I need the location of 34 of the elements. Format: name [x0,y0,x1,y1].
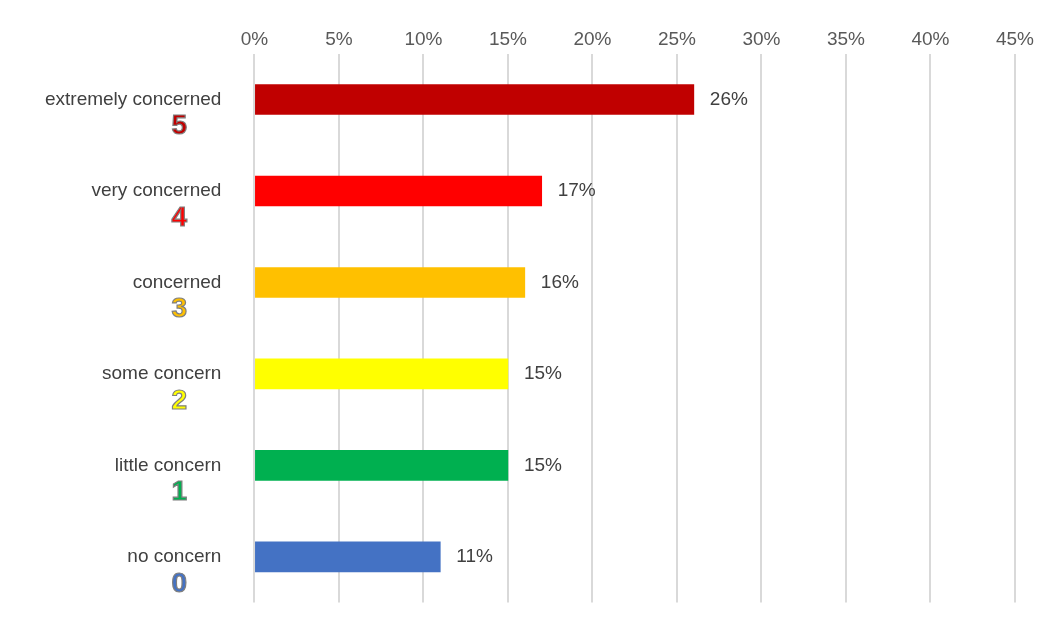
x-tick-label: 40% [911,27,950,49]
y-tick-label: some concern [102,362,222,384]
bar [255,358,509,390]
data-label: 11% [456,545,494,567]
y-tick-label: no concern [127,545,222,567]
x-tick-label: 45% [995,27,1035,49]
data-label: 26% [709,87,748,109]
x-tick-label: 25% [657,27,697,49]
text: 5 [171,109,188,141]
bar [255,541,441,573]
bar [255,450,509,481]
text: 3 [171,292,188,324]
x-tick-label: 0% [240,27,269,49]
x-tick-label: 30% [742,27,781,49]
bar [255,84,695,115]
data-label: 15% [523,362,563,384]
x-tick-label: 15% [488,27,528,49]
data-label: 16% [540,270,579,292]
x-tick-label: 5% [325,27,353,49]
x-tick-label: 35% [826,27,866,49]
data-label: 15% [523,453,563,475]
text: 1 [171,475,188,507]
x-tick-label: 10% [404,27,443,49]
text: 4 [171,200,188,232]
y-tick-label: little concern [114,453,222,475]
y-tick-label: very concerned [91,179,222,201]
y-tick-label: extremely concerned [44,87,222,109]
text: 2 [171,383,188,415]
bar [255,267,526,298]
data-label: 17% [557,179,596,201]
x-tick-label: 20% [573,27,612,49]
text: 0 [171,566,188,598]
bar [255,175,543,207]
y-tick-label: concerned [132,270,222,292]
